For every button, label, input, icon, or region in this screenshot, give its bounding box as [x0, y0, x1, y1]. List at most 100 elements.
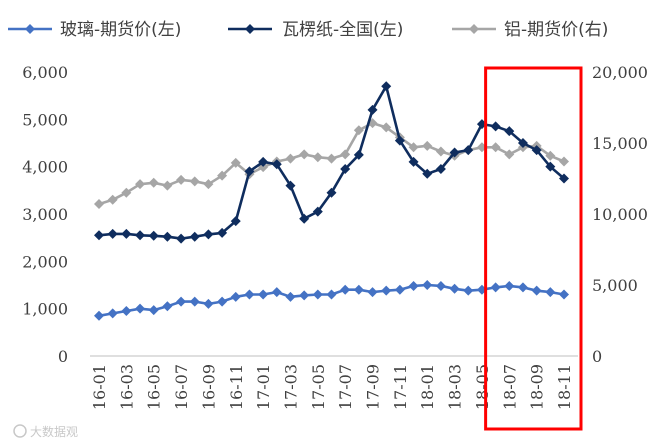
- data-point: [203, 298, 214, 309]
- data-point: [517, 138, 528, 148]
- watermark-text: 大数据观: [30, 424, 78, 439]
- data-point: [299, 149, 310, 160]
- y-right-tick-label: 0: [592, 347, 602, 366]
- data-point: [326, 187, 337, 198]
- data-point: [162, 301, 173, 312]
- data-point: [435, 280, 446, 291]
- x-tick-label: 18-03: [446, 364, 465, 410]
- data-point: [531, 285, 542, 296]
- data-point: [230, 216, 241, 227]
- x-tick-label: 17-03: [281, 364, 300, 410]
- data-point: [299, 213, 310, 224]
- highlight-box: [484, 66, 583, 431]
- data-point: [504, 149, 515, 160]
- data-point: [449, 283, 460, 294]
- data-point: [422, 280, 433, 290]
- data-point: [559, 156, 569, 167]
- legend-item: 玻璃-期货价(左): [8, 20, 181, 40]
- data-point: [299, 290, 310, 301]
- data-point: [162, 231, 173, 242]
- data-point: [121, 306, 132, 317]
- data-point: [176, 174, 187, 185]
- x-tick-label: 16-03: [117, 364, 136, 410]
- data-point: [230, 291, 241, 302]
- data-point: [326, 153, 337, 164]
- y-right-tick-label: 20,000: [592, 63, 648, 82]
- data-point: [312, 289, 323, 300]
- data-point: [449, 147, 460, 158]
- data-point: [176, 296, 187, 307]
- legend-label: 玻璃-期货价(左): [60, 20, 181, 40]
- y-left-tick-label: 3,000: [22, 205, 68, 224]
- data-point: [490, 282, 501, 293]
- y-left-tick-label: 1,000: [22, 300, 68, 319]
- data-point: [353, 149, 364, 160]
- data-point: [422, 140, 433, 151]
- data-point: [217, 296, 228, 307]
- data-point: [135, 230, 146, 241]
- y-left-tick-label: 4,000: [22, 158, 68, 177]
- data-point: [517, 282, 528, 293]
- x-tick-label: 16-09: [199, 364, 218, 410]
- data-point: [189, 231, 200, 242]
- data-point: [271, 287, 282, 298]
- legend-marker: [469, 24, 479, 34]
- y-right-tick-label: 10,000: [592, 205, 648, 224]
- data-point: [94, 310, 104, 321]
- legend-item: 瓦楞纸-全国(左): [228, 20, 403, 40]
- data-point: [244, 289, 255, 300]
- data-point: [217, 227, 228, 238]
- x-tick-label: 18-07: [500, 364, 519, 410]
- data-point: [381, 122, 392, 133]
- data-point: [504, 280, 515, 291]
- y-left-tick-label: 2,000: [22, 252, 68, 271]
- data-point: [203, 229, 214, 240]
- data-point: [121, 187, 132, 198]
- data-point: [545, 287, 556, 298]
- watermark-logo-icon: [13, 424, 27, 438]
- data-point: [244, 166, 255, 177]
- y-right-tick-label: 5,000: [592, 276, 638, 295]
- data-point: [189, 176, 200, 187]
- data-point: [94, 230, 104, 241]
- legend-label: 铝-期货价(右): [504, 20, 608, 40]
- data-point: [435, 164, 446, 175]
- data-point: [340, 149, 351, 160]
- data-point: [545, 161, 556, 172]
- x-tick-label: 17-07: [336, 364, 355, 410]
- data-point: [107, 194, 118, 205]
- data-point: [408, 142, 419, 153]
- legend-item: 铝-期货价(右): [452, 20, 608, 40]
- data-point: [381, 81, 392, 92]
- data-point: [490, 121, 501, 132]
- data-point: [203, 179, 214, 190]
- data-point: [353, 125, 364, 136]
- data-point: [312, 152, 323, 163]
- data-point: [367, 104, 378, 115]
- x-tick-label: 18-05: [473, 364, 492, 410]
- data-point: [176, 233, 187, 244]
- data-point: [340, 284, 351, 295]
- data-point: [148, 305, 159, 316]
- data-point: [271, 159, 282, 170]
- data-point: [394, 135, 405, 146]
- data-point: [340, 164, 351, 175]
- series-0: [94, 280, 569, 321]
- data-point: [217, 170, 228, 181]
- legend: 玻璃-期货价(左) 瓦楞纸-全国(左) 铝-期货价(右): [8, 20, 608, 40]
- x-tick-label: 16-07: [172, 364, 191, 410]
- data-point: [435, 146, 446, 157]
- y-left-tick-label: 6,000: [22, 63, 68, 82]
- data-point: [504, 126, 515, 137]
- x-tick-label: 18-09: [528, 364, 547, 410]
- y-left-tick-label: 0: [58, 347, 68, 366]
- data-point: [531, 145, 542, 156]
- x-tick-label: 16-11: [227, 364, 246, 410]
- data-point: [162, 180, 173, 191]
- data-point: [394, 284, 405, 295]
- data-point: [230, 157, 241, 168]
- data-point: [463, 145, 474, 156]
- data-point: [408, 280, 419, 291]
- data-point: [490, 142, 501, 153]
- data-point: [312, 206, 323, 217]
